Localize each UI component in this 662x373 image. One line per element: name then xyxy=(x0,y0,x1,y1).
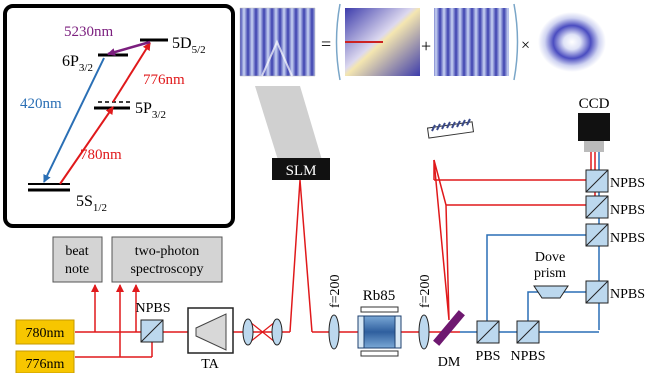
dichroic-mirror: DM xyxy=(433,310,465,370)
beat-note-label-2: note xyxy=(65,262,89,277)
beam-blue-npbs-3 xyxy=(486,234,599,323)
npbs-1-label: NPBS xyxy=(610,176,645,191)
transition-776-arrow xyxy=(112,42,151,103)
beam-slm-reflection xyxy=(289,179,313,333)
rb-heater-bottom xyxy=(360,350,399,357)
pbs-cube: PBS xyxy=(476,320,501,364)
wavelength-776-label: 776nm xyxy=(143,72,185,88)
dove-label-1: Dove xyxy=(535,250,565,265)
lens-f200-b-label: f=200 xyxy=(418,274,433,308)
beat-note-box xyxy=(52,236,103,283)
lens-f200-a-label: f=200 xyxy=(328,274,343,308)
wavelength-420-label: 420nm xyxy=(20,96,62,112)
hologram-equation: = + × xyxy=(239,3,610,81)
equals-sign: = xyxy=(321,34,331,54)
dm-body xyxy=(433,310,465,346)
times-sign: × xyxy=(521,37,530,54)
two-photon-label-2: spectroscopy xyxy=(130,262,203,277)
laser-776-label: 776nm xyxy=(26,357,65,372)
ccd-body xyxy=(578,113,610,141)
rb-heater-top xyxy=(360,306,399,313)
npbs-3-label: NPBS xyxy=(610,231,645,246)
tapered-amplifier: TA xyxy=(187,307,234,372)
lens-1 xyxy=(242,318,254,346)
beam-cross-2 xyxy=(249,321,276,343)
lens-2 xyxy=(271,318,283,346)
left-bracket xyxy=(335,3,341,81)
rb-vapor-cell: Rb85 xyxy=(357,288,402,357)
state-6p-label: 6P3/2 xyxy=(62,53,93,74)
laser-776-box xyxy=(15,350,75,373)
lens-f200-b xyxy=(418,314,430,350)
wavelength-780-label: 780nm xyxy=(80,147,122,163)
two-photon-label-1: two-photon xyxy=(135,244,200,259)
transition-420-arrow xyxy=(43,57,105,183)
npbs-input-label: NPBS xyxy=(135,301,170,316)
npbs-stack: NPBS NPBS NPBS NPBS xyxy=(585,169,645,304)
npbs-bottom: NPBS xyxy=(510,320,546,364)
npbs-bottom-label: NPBS xyxy=(510,349,545,364)
wavelength-5230-label: 5230nm xyxy=(64,24,114,40)
energy-level-panel: 5230nm 420nm 776nm 780nm 5S1/2 5P3/2 6P3… xyxy=(3,4,235,228)
dove-prism-body xyxy=(533,285,569,299)
slm-body xyxy=(272,158,330,180)
grating-phase-image xyxy=(434,8,509,76)
energy-panel-frame xyxy=(3,4,235,228)
ccd-camera: CCD xyxy=(578,96,610,152)
lens-f200-a xyxy=(328,314,340,350)
right-bracket xyxy=(513,3,519,81)
projection-shade xyxy=(255,86,322,160)
laser-780-box xyxy=(15,319,75,345)
dove-label-2: prism xyxy=(534,266,566,281)
transition-5230-arrow xyxy=(107,40,151,56)
ccd-label: CCD xyxy=(579,96,610,112)
rb-cell-body xyxy=(363,315,396,349)
npbs-4-label: NPBS xyxy=(610,287,645,302)
grating-element xyxy=(426,118,475,139)
beat-note-label-1: beat xyxy=(65,244,88,259)
state-5p-label: 5P3/2 xyxy=(135,100,166,121)
slm-label: SLM xyxy=(286,163,317,179)
npbs-2-label: NPBS xyxy=(610,203,645,218)
laser-780-label: 780nm xyxy=(26,326,65,341)
ta-label: TA xyxy=(201,357,219,372)
beam-dm-grating xyxy=(433,159,450,321)
dm-label: DM xyxy=(438,355,461,370)
transition-780-arrow xyxy=(59,106,114,185)
plus-sign: + xyxy=(421,36,431,56)
pbs-label: PBS xyxy=(476,349,501,364)
grating-lines xyxy=(431,118,471,132)
donut-beam-image xyxy=(538,12,606,72)
state-5s-label: 5S1/2 xyxy=(76,193,107,214)
ta-chip xyxy=(195,313,227,351)
input-lasers: 780nm 776nm xyxy=(15,319,75,373)
dove-prism: Dove prism xyxy=(533,250,569,299)
detection-boxes: beat note two-photon spectroscopy xyxy=(52,236,223,283)
beam-blue-dove xyxy=(527,291,599,323)
rb85-label: Rb85 xyxy=(363,288,396,304)
slm-device: SLM xyxy=(272,158,330,180)
state-5d-label: 5D5/2 xyxy=(172,35,206,56)
two-photon-box xyxy=(111,236,223,283)
ccd-lens xyxy=(584,141,604,152)
npbs-input: NPBS xyxy=(135,301,171,343)
